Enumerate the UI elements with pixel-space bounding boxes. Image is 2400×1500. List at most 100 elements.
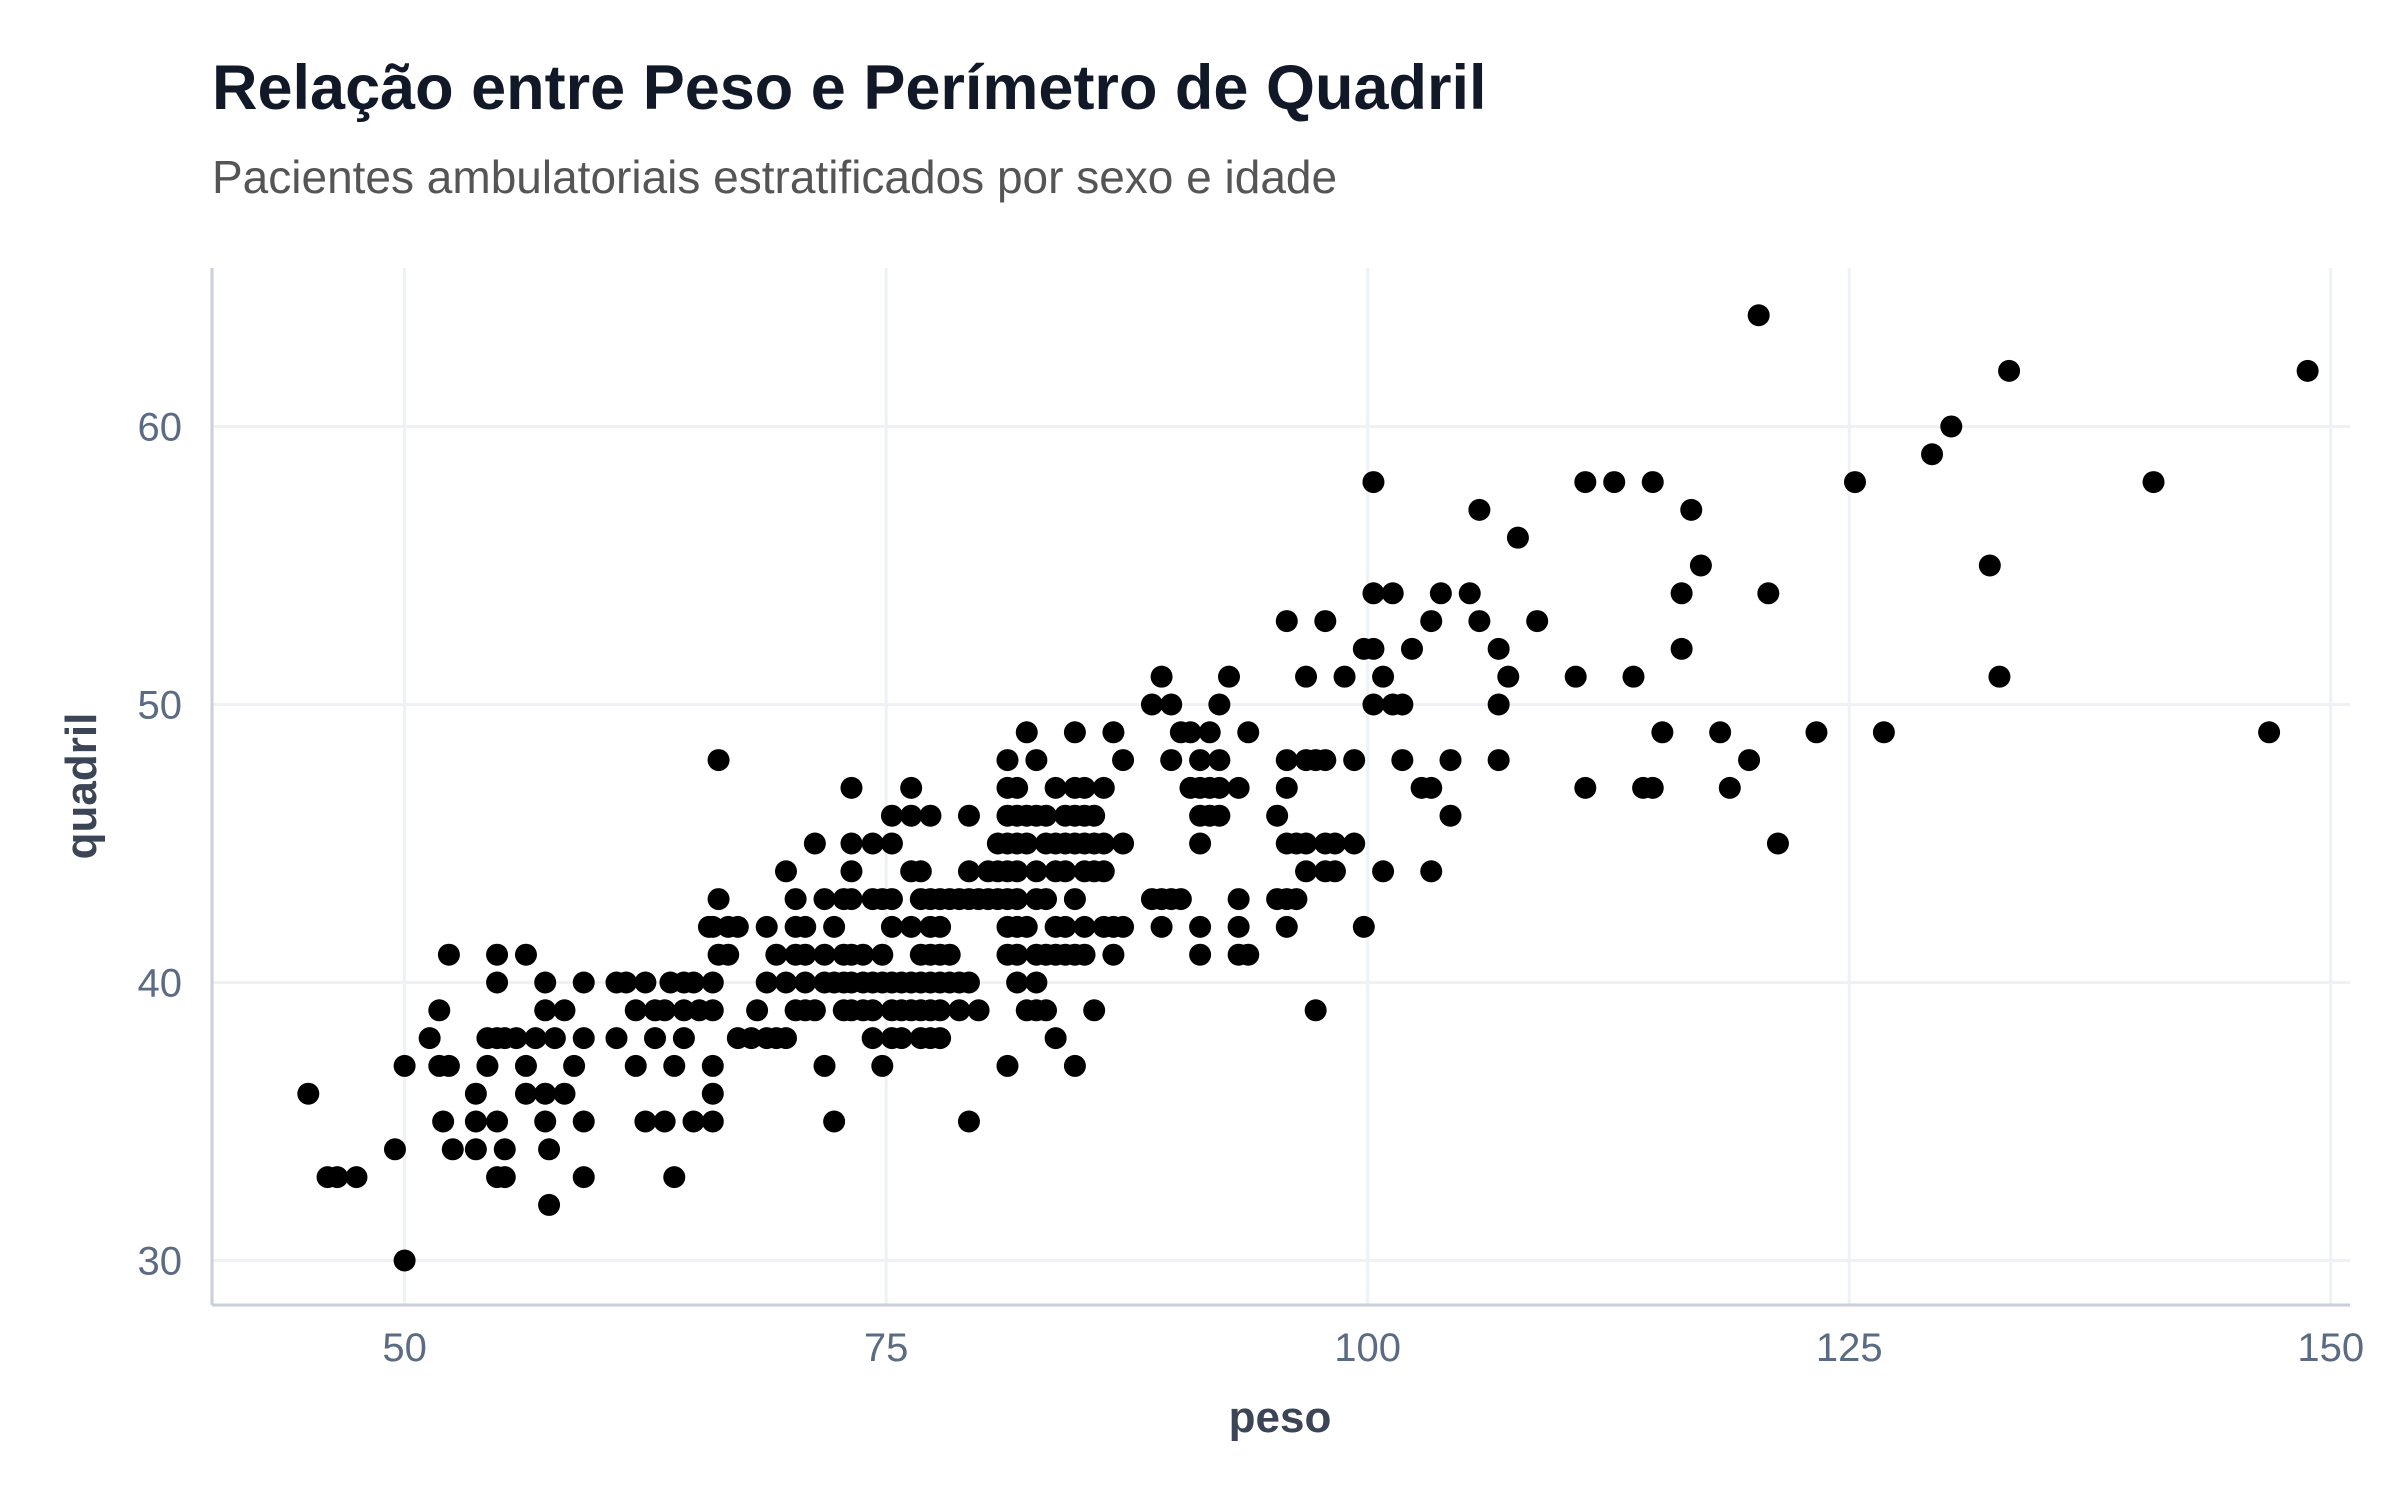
data-point: [880, 832, 903, 855]
data-point: [726, 915, 749, 938]
data-point: [297, 1082, 320, 1105]
data-point: [345, 1166, 368, 1189]
data-point: [740, 1027, 763, 1050]
data-point: [1641, 471, 1664, 494]
data-point: [755, 915, 778, 938]
data-point: [1622, 665, 1645, 688]
data-point: [948, 999, 971, 1022]
data-point: [774, 971, 797, 994]
data-point: [1603, 471, 1626, 494]
data-point: [919, 804, 942, 827]
data-point: [538, 1138, 561, 1161]
chart-subtitle: Pacientes ambulatoriais estratificados p…: [212, 151, 1338, 203]
data-point: [813, 1054, 836, 1077]
data-point: [1092, 776, 1115, 799]
data-point: [1872, 721, 1895, 744]
data-point: [543, 1027, 566, 1050]
data-point: [572, 1027, 595, 1050]
data-point: [1400, 637, 1423, 660]
data-point: [1372, 665, 1395, 688]
data-point: [493, 1166, 516, 1189]
x-tick-label: 50: [382, 1326, 427, 1370]
axes: [210, 268, 2350, 1307]
data-point: [957, 804, 980, 827]
data-point: [1015, 915, 1038, 938]
data-point: [553, 999, 576, 1022]
data-point: [672, 999, 695, 1022]
data-point: [634, 1110, 657, 1133]
data-point: [464, 1138, 487, 1161]
data-point: [2142, 471, 2165, 494]
data-point: [572, 971, 595, 994]
data-point: [929, 1027, 952, 1050]
x-tick-label: 100: [1334, 1326, 1401, 1370]
data-point: [840, 832, 863, 855]
data-point: [880, 915, 903, 938]
data-point: [1189, 943, 1212, 966]
data-point: [1102, 943, 1125, 966]
data-point: [717, 943, 740, 966]
data-point: [707, 749, 730, 772]
data-point: [534, 1082, 557, 1105]
data-point: [1073, 776, 1096, 799]
data-point: [794, 971, 817, 994]
data-point: [1275, 749, 1298, 772]
data-point: [1208, 749, 1231, 772]
data-point: [1468, 498, 1491, 521]
data-point: [1988, 665, 2011, 688]
data-point: [1362, 582, 1385, 605]
data-point: [784, 888, 807, 911]
data-point: [524, 1027, 547, 1050]
data-point: [682, 971, 705, 994]
data-point: [1564, 665, 1587, 688]
data-point: [476, 1054, 499, 1077]
data-point: [880, 804, 903, 827]
data-point: [1179, 721, 1202, 744]
data-point: [900, 804, 923, 827]
data-point: [1160, 749, 1183, 772]
data-point: [1391, 693, 1414, 716]
x-tick-label: 125: [1816, 1326, 1883, 1370]
data-point: [840, 776, 863, 799]
data-point: [707, 888, 730, 911]
data-point: [624, 1054, 647, 1077]
data-point: [852, 943, 875, 966]
data-point: [1063, 888, 1086, 911]
data-point: [1006, 776, 1029, 799]
data-point: [880, 888, 903, 911]
data-point: [765, 943, 788, 966]
data-point: [1035, 804, 1058, 827]
data-point: [1217, 665, 1240, 688]
data-point: [701, 971, 724, 994]
data-point: [774, 1027, 797, 1050]
data-point: [326, 1166, 349, 1189]
data-point: [1083, 804, 1106, 827]
data-point: [794, 943, 817, 966]
data-point: [701, 1110, 724, 1133]
data-point: [1487, 693, 1510, 716]
data-point: [1468, 610, 1491, 633]
data-point: [1073, 943, 1096, 966]
data-point: [2296, 359, 2319, 382]
y-tick-label: 50: [138, 683, 183, 727]
data-point: [1208, 804, 1231, 827]
data-point: [514, 1054, 537, 1077]
data-point: [1805, 721, 1828, 744]
data-point: [1198, 721, 1221, 744]
data-point: [1006, 860, 1029, 883]
data-point: [653, 1110, 676, 1133]
x-tick-label: 150: [2297, 1326, 2364, 1370]
data-point: [1112, 832, 1135, 855]
data-point: [572, 1110, 595, 1133]
data-point: [1092, 860, 1115, 883]
data-point: [1420, 860, 1443, 883]
data-point: [1044, 776, 1067, 799]
data-point: [615, 971, 638, 994]
data-point: [1025, 860, 1048, 883]
data-point: [1381, 582, 1404, 605]
data-point: [534, 1110, 557, 1133]
data-point: [1063, 1054, 1086, 1077]
data-point: [1237, 721, 1260, 744]
data-point: [1295, 665, 1318, 688]
data-point: [514, 943, 537, 966]
